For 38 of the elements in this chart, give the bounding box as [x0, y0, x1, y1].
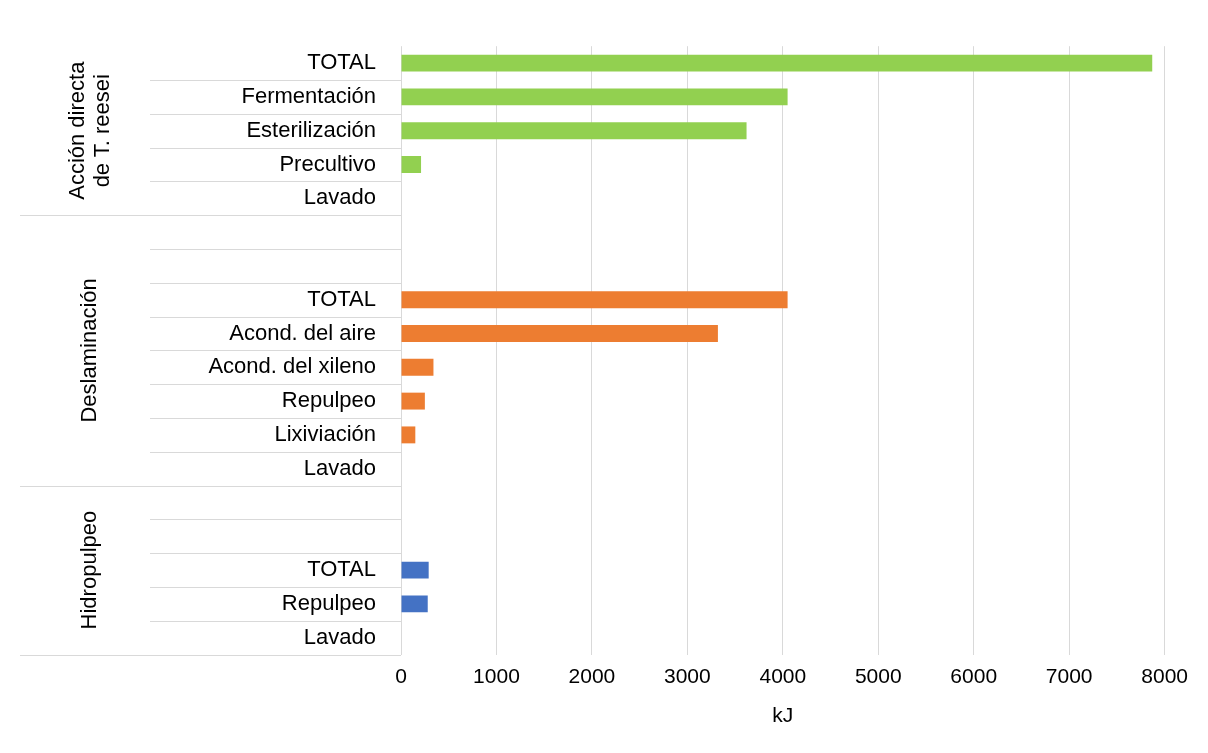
bar: [401, 291, 788, 309]
bar: [401, 561, 429, 579]
y-tick-label: Lavado: [303, 454, 376, 480]
text: Hidropulpeo: [76, 510, 102, 630]
y-tick-label: Acond. del aire: [229, 319, 376, 345]
y-tick-label: Lavado: [303, 184, 376, 210]
text: Deslaminación: [76, 278, 102, 423]
x-axis-title: kJ: [772, 703, 794, 727]
x-tick-label: 0: [395, 664, 407, 687]
x-tick-label: 3000: [664, 664, 711, 687]
y-tick-label: Acond. del xileno: [208, 353, 376, 379]
y-tick-label: TOTAL: [307, 49, 376, 75]
y-tick-label: Lavado: [303, 623, 376, 649]
y-tick-label: Precultivo: [279, 150, 376, 176]
text: Acción directa de T. reesei: [63, 60, 114, 200]
x-tick-label: 1000: [473, 664, 520, 687]
x-tick-label: 8000: [1141, 664, 1188, 687]
x-tick-label: 4000: [759, 664, 807, 687]
bar: [401, 358, 434, 376]
y-tick-label: Lixiviación: [274, 420, 376, 446]
bar: [401, 595, 428, 613]
y-tick-label: TOTAL: [307, 556, 376, 582]
y-tick-label: TOTAL: [307, 285, 376, 311]
bar: [401, 88, 788, 106]
bar: [401, 426, 416, 444]
x-tick-label: 2000: [568, 664, 616, 687]
y-tick-label: Fermentación: [241, 82, 376, 108]
bar: [401, 392, 425, 410]
y-tick-label: Repulpeo: [281, 387, 376, 413]
bar: [401, 156, 422, 173]
y-tick-label: Repulpeo: [281, 589, 376, 615]
bar: [401, 122, 747, 140]
x-tick-label: 5000: [854, 664, 902, 687]
x-tick-label: 7000: [1045, 664, 1093, 687]
bar: [401, 54, 1153, 72]
x-tick-label: 6000: [950, 664, 998, 687]
y-tick-label: Esterilización: [246, 116, 376, 142]
bar: [401, 325, 718, 342]
